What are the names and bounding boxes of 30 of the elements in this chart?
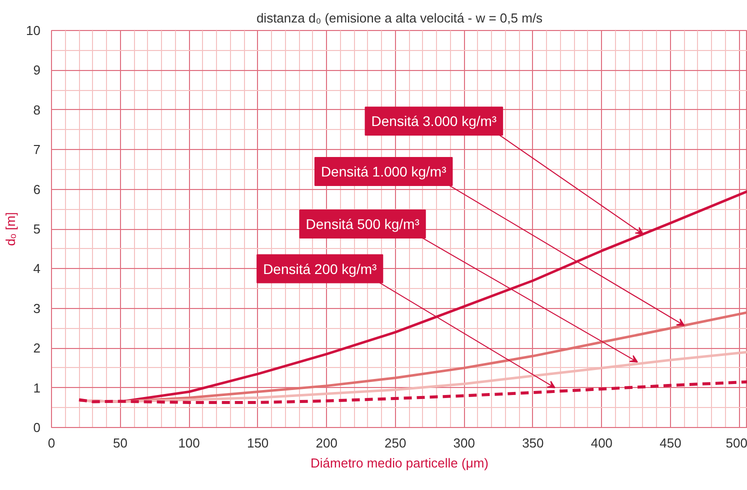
x-tick-label: 400: [590, 436, 613, 450]
x-tick-label: 150: [246, 436, 269, 450]
y-tick-label: 0: [33, 420, 41, 435]
y-axis-title: dₒ [m]: [3, 212, 18, 246]
y-tick-label: 9: [33, 62, 41, 78]
annotation: Densitá 1.000 kg/m³: [320, 163, 447, 180]
y-tick-label: 4: [33, 261, 41, 276]
chart-title: distanza d₀ (emisione a alta velocitá - w = 0,5 m/s: [256, 10, 544, 26]
x-tick-label: 500: [726, 436, 747, 450]
y-tick-label: 3: [33, 300, 41, 316]
x-tick-label: 50: [113, 436, 128, 450]
x-axis-title: Diámetro medio particelle (μm): [310, 456, 488, 470]
x-tick-label: 300: [453, 436, 476, 450]
x-tick-label: 200: [316, 436, 338, 450]
annotation: Densitá 200 kg/m³: [263, 260, 378, 277]
line-series: [78, 350, 747, 403]
y-tick-label: 1: [33, 380, 41, 396]
x-tick-label: 0: [48, 436, 56, 450]
y-tick-label: 8: [33, 102, 41, 118]
x-tick-label: 350: [522, 436, 544, 450]
y-tick-label: 10: [26, 23, 41, 38]
annotation: Densitá 3.000 kg/m³: [371, 113, 497, 130]
annotation: Densitá 500 kg/m³: [306, 216, 420, 232]
x-tick-label: 450: [660, 436, 682, 450]
y-tick-label: 2: [33, 340, 41, 356]
x-tick-label: 250: [384, 436, 406, 450]
x-tick-label: 100: [178, 436, 200, 450]
y-tick-label: 7: [33, 142, 41, 158]
y-tick-label: 6: [33, 182, 41, 197]
y-tick-label: 5: [33, 222, 41, 236]
